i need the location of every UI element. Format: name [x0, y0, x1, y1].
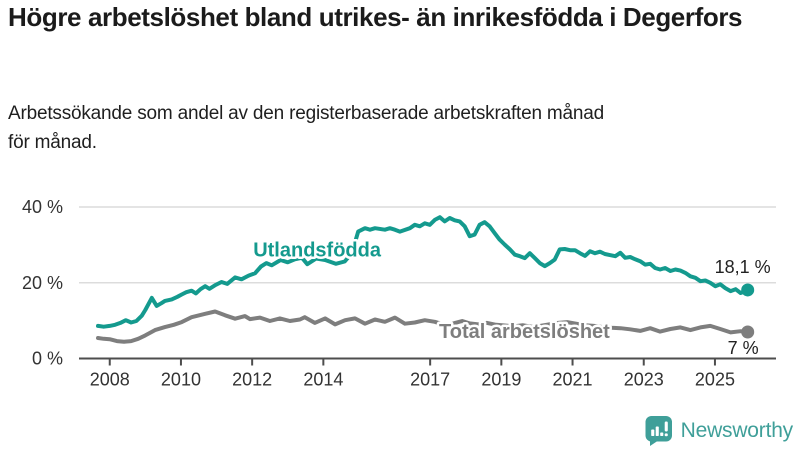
series-label-total: Total arbetslöshet — [439, 321, 610, 343]
series-end-dot — [741, 325, 755, 339]
series-end-value-label: 18,1 % — [715, 257, 771, 277]
x-axis-tick-label: 2010 — [161, 370, 201, 390]
x-axis-tick-label: 2019 — [481, 370, 521, 390]
y-axis-tick-label: 20 % — [22, 273, 63, 293]
y-axis-tick-label: 40 % — [22, 197, 63, 217]
x-axis-tick-label: 2008 — [90, 370, 130, 390]
chart-subtitle: Arbetssökande som andel av den registerb… — [8, 103, 605, 153]
series-end-value-label: 7 % — [728, 338, 759, 358]
newsworthy-logo: Newsworthy — [644, 415, 793, 446]
newsworthy-logo-icon — [645, 416, 672, 446]
y-axis-tick-label: 0 % — [32, 349, 63, 369]
x-axis-tick-label: 2017 — [410, 370, 450, 390]
series-line-total — [96, 309, 750, 344]
series-label-utlandsfodda: Utlandsfödda — [253, 240, 382, 262]
x-axis-tick-label: 2021 — [553, 370, 593, 390]
x-axis-tick-label: 2012 — [232, 370, 272, 390]
series-end-dot — [741, 283, 755, 297]
x-axis-tick-label: 2025 — [695, 370, 735, 390]
newsworthy-logo-text: Newsworthy — [680, 418, 794, 442]
x-axis-tick-label: 2014 — [303, 370, 343, 390]
page-title: Högre arbetslöshet bland utrikes- än inr… — [8, 2, 743, 32]
series-line-utlandsfodda — [96, 215, 750, 329]
x-axis-tick-label: 2023 — [624, 370, 664, 390]
